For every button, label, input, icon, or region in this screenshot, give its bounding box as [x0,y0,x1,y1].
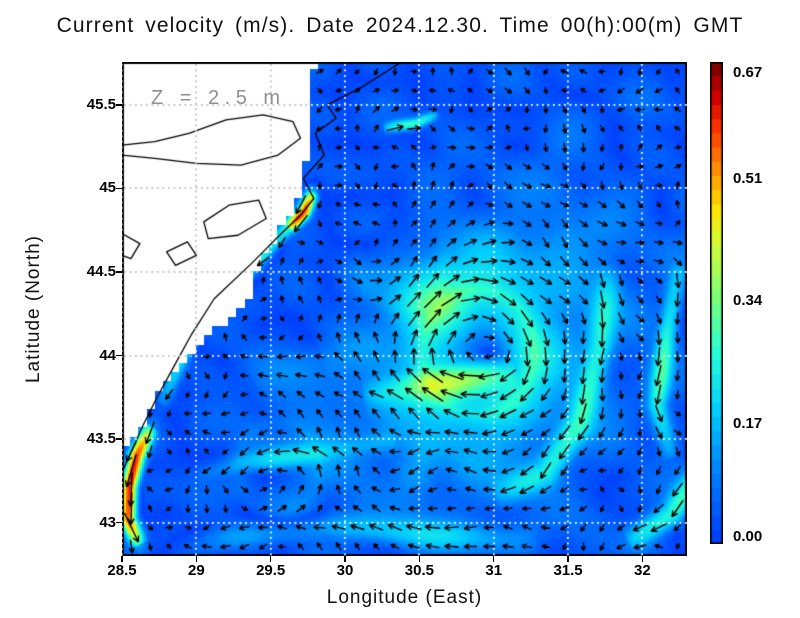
x-tick-label: 29.5 [256,562,286,579]
x-tick-label: 32 [634,562,651,579]
x-tick-mark [492,556,495,562]
y-tick-mark [116,354,122,357]
x-tick-mark [418,556,421,562]
colorbar-tick-label: 0.00 [733,528,763,545]
y-tick-label: 44.5 [86,262,116,280]
y-axis-label: Latitude (North) [23,235,44,384]
depth-annotation: Z = 2.5 m [151,87,286,109]
x-axis-label: Longitude (East) [326,587,483,608]
colorbar-tick-label: 0.34 [733,292,763,310]
y-tick-label: 43 [99,513,116,531]
colorbar-tick-label: 0.67 [733,64,763,81]
x-tick-mark [567,556,569,562]
y-tick-mark [116,104,122,106]
y-tick-label: 45.5 [86,95,116,113]
x-tick-label: 31.5 [553,562,583,579]
x-tick-mark [641,556,644,562]
x-tick-label: 31 [485,562,503,579]
y-tick-label: 43.5 [86,430,116,448]
colorbar-tick-label: 0.17 [733,414,763,432]
chart-title: Current velocity (m/s). Date 2024.12.30.… [56,14,744,37]
y-tick-mark [116,271,122,273]
y-tick-label: 45 [99,179,116,197]
colorbar [710,62,723,544]
y-tick-mark [116,438,122,440]
x-tick-label: 30.5 [404,562,434,579]
y-tick-label: 44 [99,346,116,364]
x-tick-mark [121,556,123,562]
x-tick-label: 29 [187,562,205,579]
x-tick-mark [344,556,346,562]
colorbar-tick-label: 0.51 [733,170,763,188]
x-tick-mark [269,556,272,562]
y-tick-mark [116,521,122,524]
x-tick-mark [195,556,198,562]
y-tick-mark [116,187,122,190]
x-tick-label: 28.5 [107,562,137,579]
map-canvas [122,62,687,556]
x-tick-label: 30 [336,562,354,579]
